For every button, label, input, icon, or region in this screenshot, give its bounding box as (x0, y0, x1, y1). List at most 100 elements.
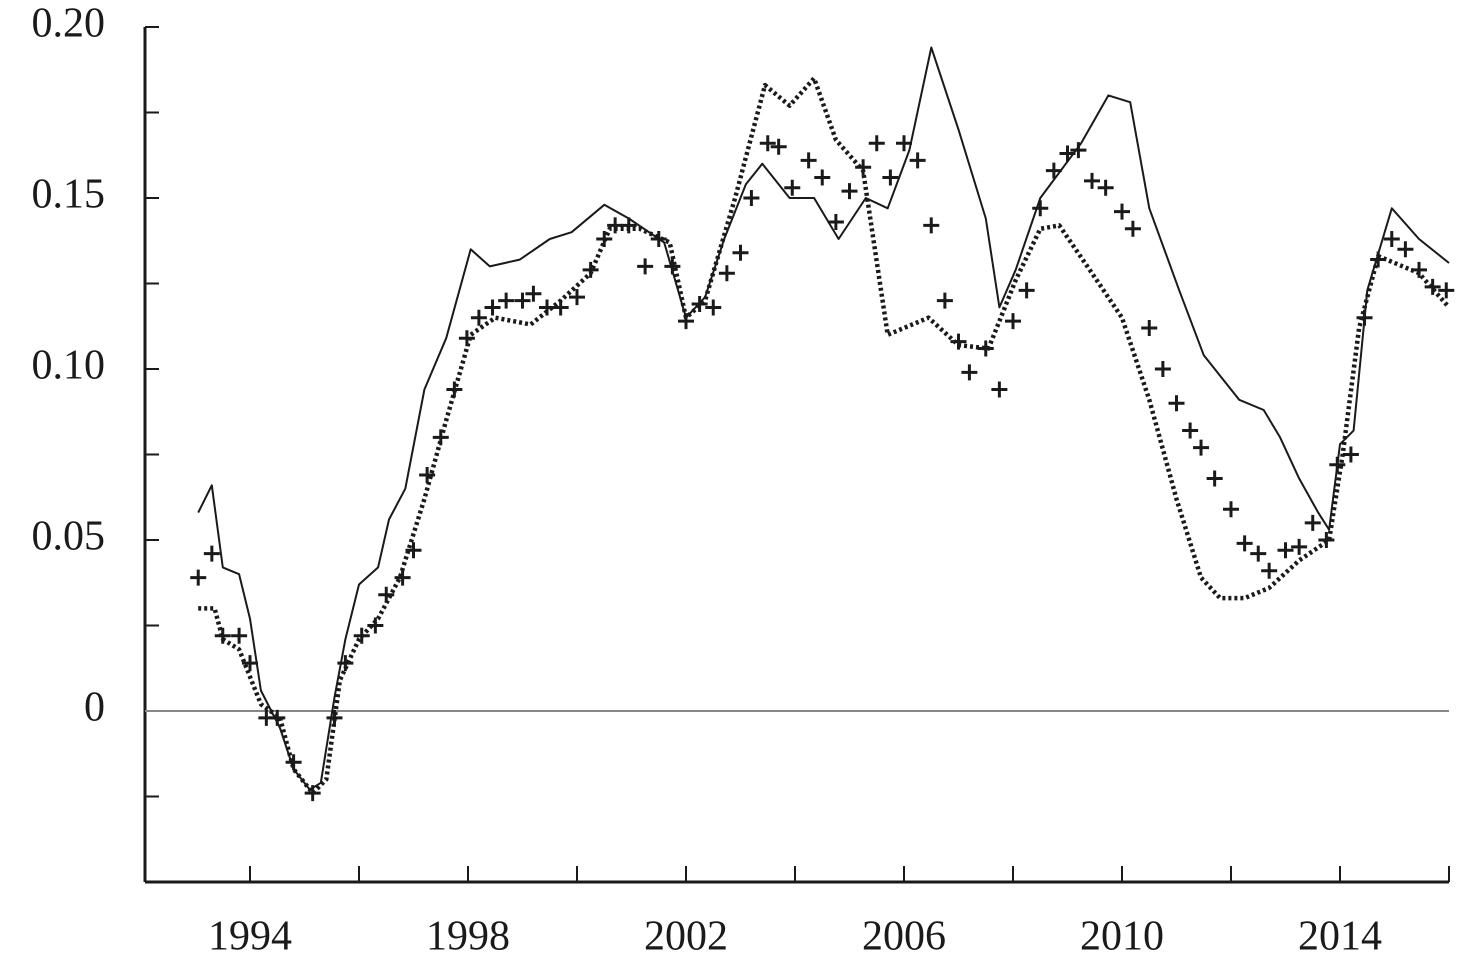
plus-marker (678, 313, 694, 330)
plus-marker (732, 244, 749, 261)
plus-marker (1168, 395, 1185, 412)
plus-marker (525, 285, 542, 302)
plus-marker (1206, 470, 1223, 487)
plus-marker (1397, 241, 1414, 258)
x-tick-label: 2014 (1298, 914, 1382, 960)
y-tick-label: 0.05 (32, 514, 106, 560)
plus-marker (582, 261, 599, 278)
plus-marker (1411, 261, 1428, 278)
plus-marker (977, 340, 994, 357)
plus-marker (800, 152, 817, 169)
plus-marker (1383, 231, 1400, 248)
plus-marker (909, 152, 926, 169)
plus-marker (484, 299, 501, 316)
plus-marker (405, 542, 422, 559)
plus-marker (269, 709, 286, 726)
plus-marker (1304, 514, 1321, 531)
plus-marker (770, 138, 787, 155)
plus-marker (458, 330, 475, 347)
plus-marker (498, 292, 515, 309)
x-tick-label: 2010 (1080, 914, 1164, 960)
plus-marker (1329, 456, 1346, 473)
plus-marker (1059, 145, 1076, 162)
plus-marker (923, 217, 940, 234)
plus-marker (814, 169, 831, 186)
plus-marker (855, 159, 872, 176)
plus-marker (1291, 538, 1308, 555)
plus-marker (446, 381, 463, 398)
plus-marker (620, 217, 637, 234)
plus-marker (691, 296, 708, 313)
plus-marker (1045, 162, 1062, 179)
x-tick-label: 1998 (426, 914, 510, 960)
plus-marker (326, 709, 343, 726)
plus-marker (1342, 446, 1359, 463)
plus-marker (896, 135, 912, 152)
plus-marker (337, 655, 354, 672)
plus-marker (552, 299, 569, 316)
plus-marker (1318, 532, 1335, 548)
plus-marker (432, 429, 449, 446)
plus-marker (1236, 535, 1253, 552)
plus-marker (1261, 562, 1278, 579)
plus-marker (353, 627, 370, 644)
x-tick-label: 2002 (644, 914, 728, 960)
plus-marker (1223, 501, 1239, 518)
solid-line (197, 46, 1450, 791)
x-tick-label: 2006 (862, 914, 946, 960)
y-tick-label: 0.20 (32, 1, 106, 47)
plus-marker (718, 265, 735, 282)
x-tick-label: 1994 (208, 914, 292, 960)
plus-marker (1070, 142, 1087, 159)
plus-marker (784, 179, 801, 196)
plus-marker (231, 627, 248, 644)
plus-marker (882, 169, 899, 186)
plus-marker (950, 333, 967, 350)
plus-marker (1097, 179, 1114, 196)
plus-marker (1124, 220, 1141, 237)
plus-marker (650, 231, 667, 248)
plus-marker (705, 299, 722, 316)
plus-marker (1370, 251, 1387, 268)
plus-marker (1356, 309, 1373, 326)
plus-marker (470, 309, 487, 326)
plus-marker (367, 617, 384, 634)
plus-marker (419, 467, 436, 484)
plus-marker (1141, 319, 1158, 336)
plus-marker (214, 627, 231, 644)
plus-marker (242, 655, 258, 672)
plus-marker (569, 289, 585, 306)
plus-marker (1193, 439, 1210, 456)
plus-marker (991, 381, 1008, 398)
plus-marker (1005, 313, 1021, 330)
y-tick-label: 0.10 (32, 343, 106, 389)
plus-marker (1424, 278, 1441, 295)
plus-marker (190, 569, 207, 586)
plus-marker (304, 785, 321, 802)
plus-marker (1182, 422, 1199, 439)
plus-marker (936, 292, 953, 309)
plus-marker (868, 135, 885, 152)
plus-marker (961, 364, 978, 381)
plus-marker (1277, 542, 1294, 559)
plus-marker (664, 258, 681, 275)
plus-marker (285, 754, 302, 771)
plus-marker (1114, 203, 1130, 220)
plus-marker (1438, 282, 1455, 299)
plus-marker (1032, 200, 1049, 217)
dotted-line (198, 76, 1451, 796)
plus-marker (394, 569, 411, 586)
plus-marker (203, 545, 220, 562)
plus-marker (743, 190, 760, 206)
plus-marker (514, 292, 531, 309)
plus-marker (596, 231, 613, 248)
plus-marker (1084, 172, 1101, 189)
y-tick-label: 0 (84, 685, 105, 731)
plus-marker (759, 135, 776, 152)
plus-marker (827, 213, 844, 230)
plus-marker (637, 258, 654, 275)
plus-marker (378, 586, 395, 603)
y-tick-label: 0.15 (32, 172, 106, 218)
